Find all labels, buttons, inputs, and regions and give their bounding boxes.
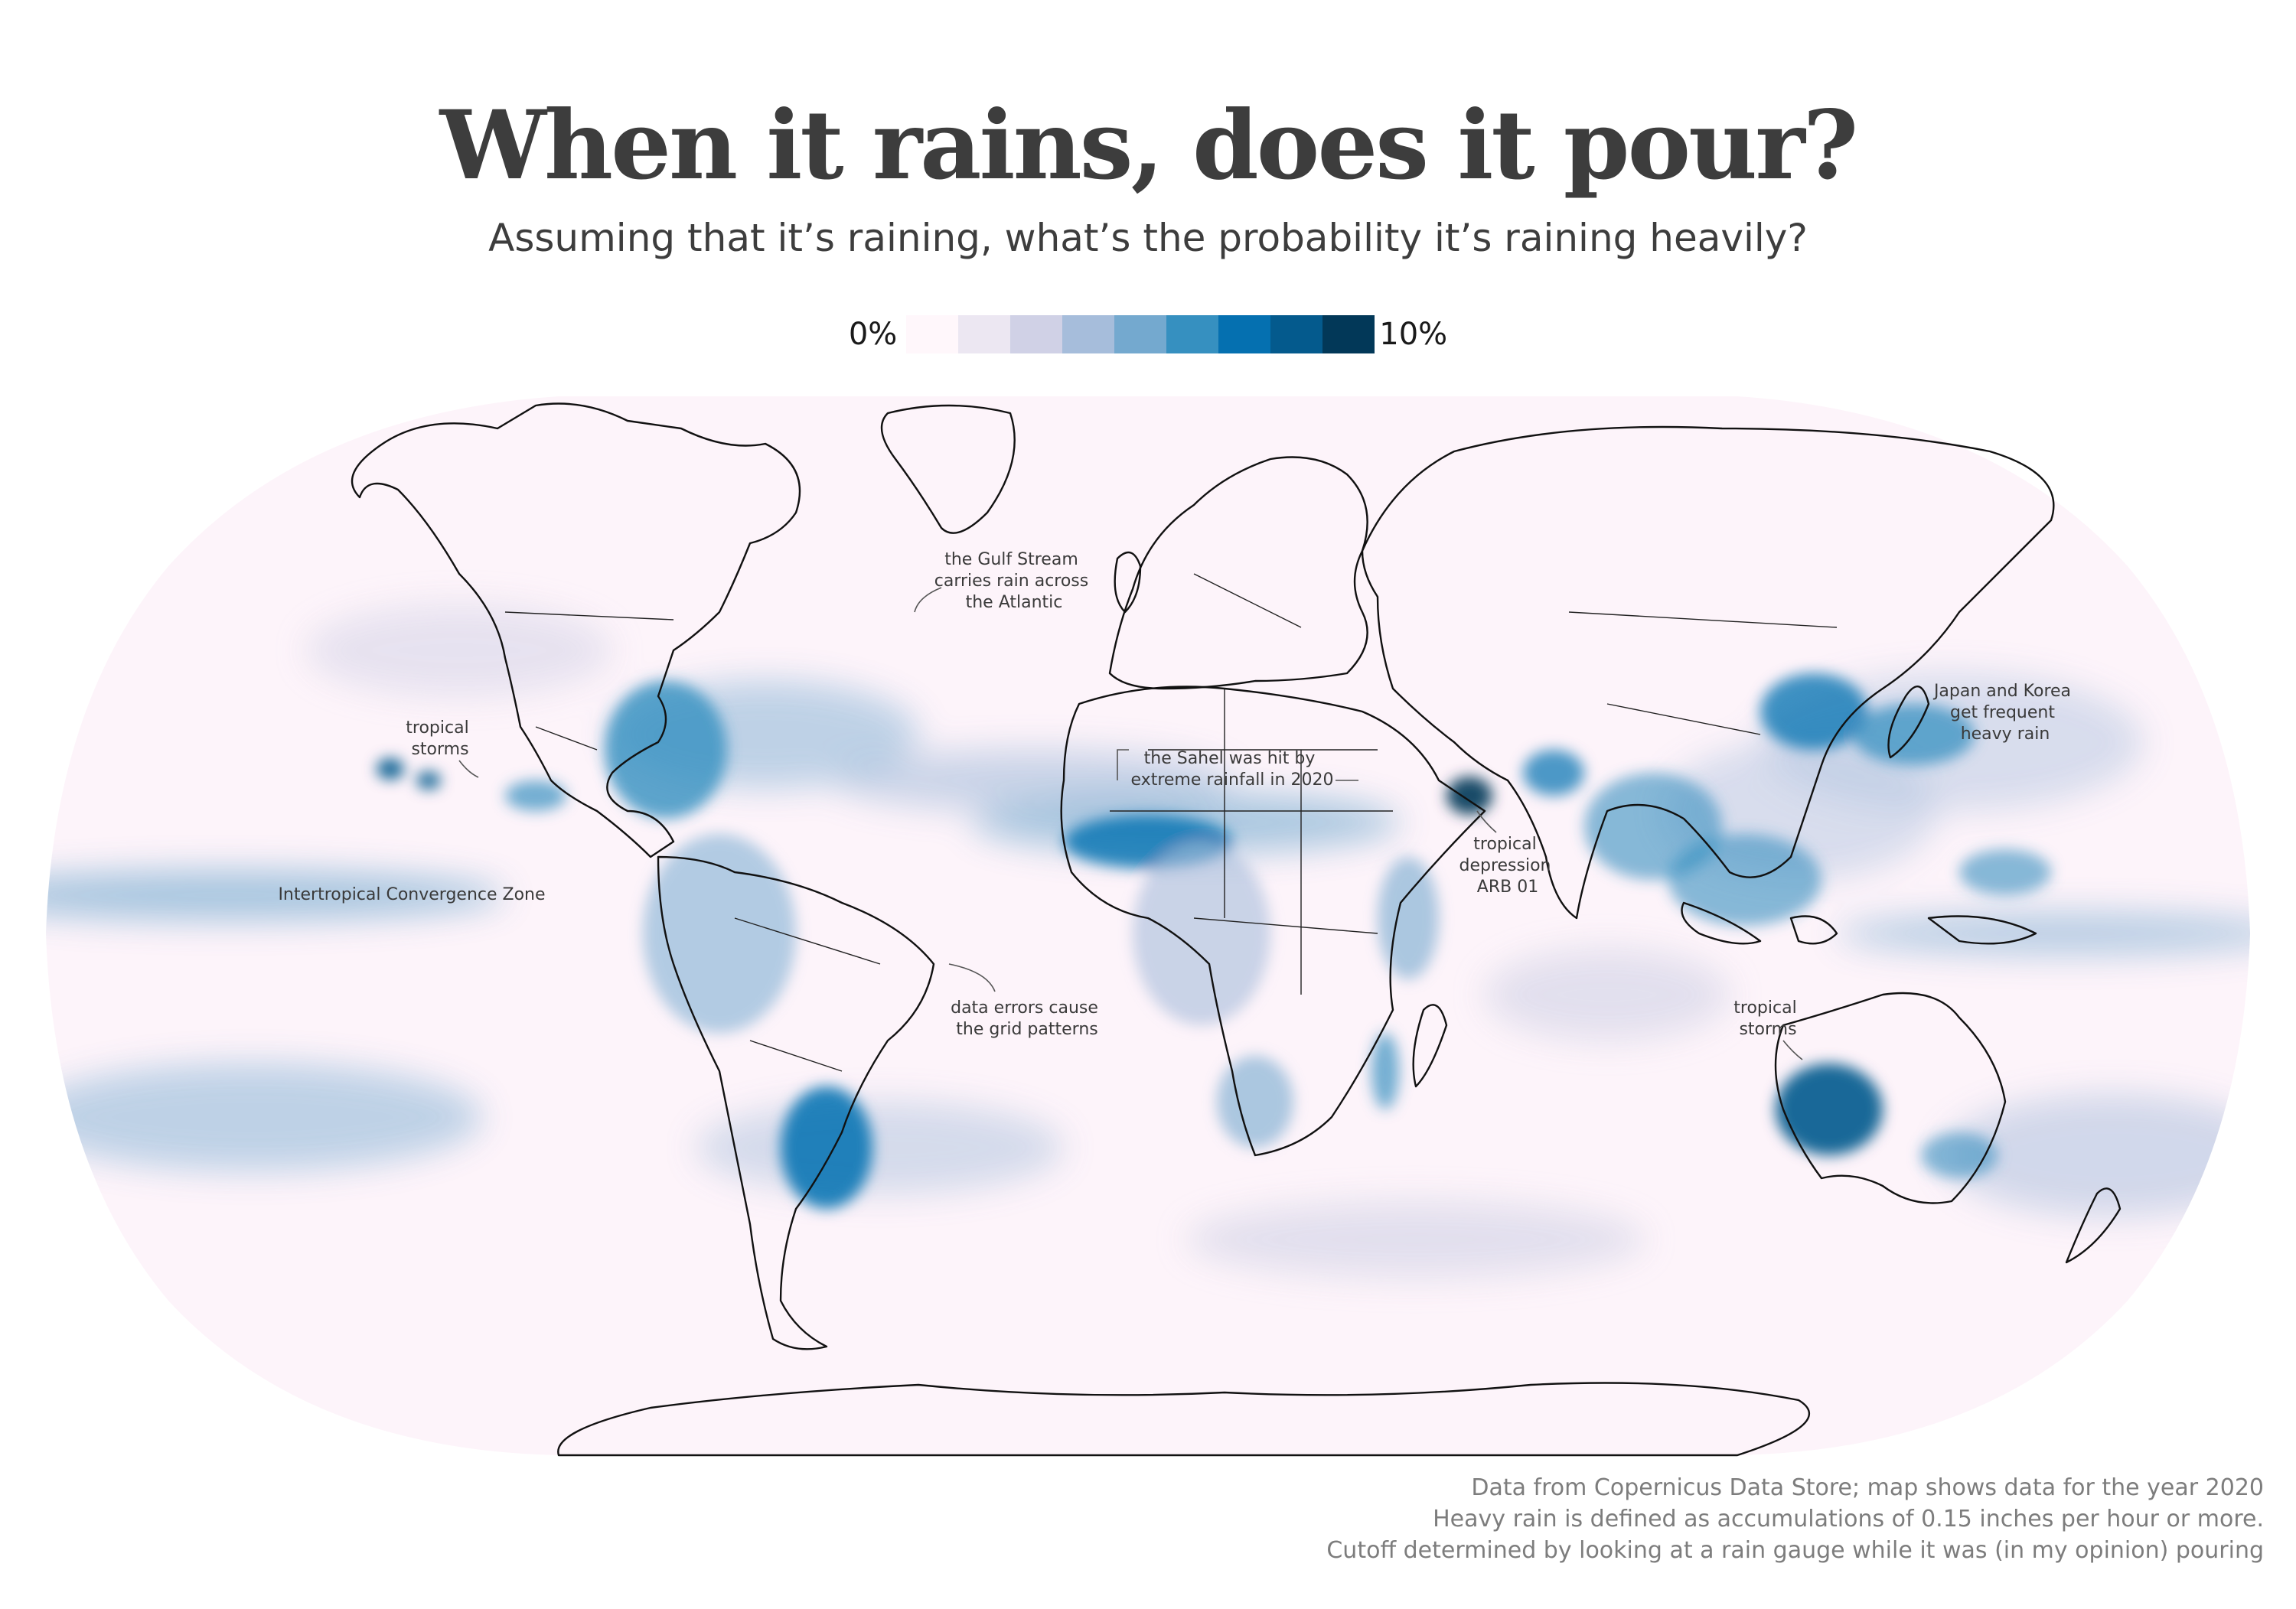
map-annotations: the Gulf Stream carries rain across the … xyxy=(278,550,2076,1060)
sahel-line-1: the Sahel was hit by xyxy=(1144,749,1316,768)
legend-min-label: 0% xyxy=(848,317,898,352)
legend-swatch-2 xyxy=(1010,315,1063,353)
svg-text:Japan and Korea get: Japan and Korea get frequent heavy rain xyxy=(1932,682,2076,744)
legend-swatch-7 xyxy=(1270,315,1323,353)
japan-korea-line-1: Japan and Korea xyxy=(1932,682,2071,701)
legend-swatch-4 xyxy=(1114,315,1167,353)
arb01-line-3: ARB 01 xyxy=(1477,878,1538,897)
svg-text:tropical storms: tropical storms xyxy=(1733,998,1802,1039)
source-note-line-3: Cutoff determined by looking at a rain g… xyxy=(1326,1537,2264,1564)
coastlines xyxy=(351,402,2122,1457)
legend-swatch-0 xyxy=(906,315,959,353)
source-notes: Data from Copernicus Data Store; map sho… xyxy=(1326,1472,2264,1566)
annotation-arb01: tropical depression ARB 01 xyxy=(1459,810,1556,897)
svg-text:the Gulf Stream carr: the Gulf Stream carries rain across the … xyxy=(934,550,1094,612)
color-legend: 0% 10% xyxy=(0,315,2296,353)
tropical-storms-australia-line-2: storms xyxy=(1739,1020,1796,1039)
svg-text:data errors cause th: data errors cause the grid patterns xyxy=(951,998,1104,1039)
japan-korea-line-3: heavy rain xyxy=(1961,725,2050,744)
annotation-grid-errors: data errors cause the grid patterns xyxy=(948,963,1104,1039)
sahel-line-2: extreme rainfall in 2020 xyxy=(1131,770,1334,790)
world-map: the Gulf Stream carries rain across the … xyxy=(0,383,2296,1469)
annotation-itcz: Intertropical Convergence Zone xyxy=(278,885,545,904)
gulf-stream-line-2: carries rain across xyxy=(934,572,1088,591)
map-subtitle: Assuming that it’s raining, what’s the p… xyxy=(488,216,1808,260)
legend-swatch-1 xyxy=(958,315,1011,353)
gulf-stream-line-1: the Gulf Stream xyxy=(944,550,1078,569)
tropical-storms-pacific-line-1: tropical xyxy=(406,718,468,738)
grid-errors-line-2: the grid patterns xyxy=(956,1020,1097,1039)
itcz-line-1: Intertropical Convergence Zone xyxy=(278,885,545,904)
svg-text:tropical storms: tropical storms xyxy=(406,718,474,759)
annotation-japan-korea: Japan and Korea get frequent heavy rain xyxy=(1932,682,2076,744)
japan-korea-line-2: get frequent xyxy=(1950,703,2055,722)
grid-errors-line-1: data errors cause xyxy=(951,998,1098,1018)
annotation-sahel: the Sahel was hit by extreme rainfall in… xyxy=(1117,749,1358,790)
source-note-line-2: Heavy rain is defined as accumulations o… xyxy=(1433,1506,2264,1532)
svg-text:the Sahel was hit by: the Sahel was hit by extreme rainfall in… xyxy=(1131,749,1334,790)
arb01-line-2: depression xyxy=(1459,856,1551,875)
annotation-tropical-storms-australia: tropical storms xyxy=(1733,998,1803,1060)
tropical-storms-pacific-line-2: storms xyxy=(411,740,468,759)
map-title: When it rains, does it pour? xyxy=(439,90,1859,201)
source-note-line-1: Data from Copernicus Data Store; map sho… xyxy=(1471,1474,2264,1501)
legend-max-label: 10% xyxy=(1379,317,1448,352)
tropical-storms-australia-line-1: tropical xyxy=(1733,998,1796,1018)
svg-text:Intertropical Convergence Zone: Intertropical Convergence Zone xyxy=(278,885,545,904)
legend-swatch-6 xyxy=(1218,315,1271,353)
gulf-stream-line-3: the Atlantic xyxy=(966,593,1063,612)
legend-swatch-5 xyxy=(1166,315,1219,353)
rain-intensity-layer xyxy=(46,604,2250,1278)
svg-text:tropical depression: tropical depression ARB 01 xyxy=(1459,835,1556,897)
legend-color-ramp xyxy=(906,315,1375,353)
annotation-tropical-storms-pacific: tropical storms xyxy=(406,718,479,778)
arb01-line-1: tropical xyxy=(1473,835,1536,854)
legend-swatch-8 xyxy=(1322,315,1375,353)
country-borders xyxy=(504,573,1838,1072)
annotation-gulf-stream: the Gulf Stream carries rain across the … xyxy=(914,550,1094,613)
legend-swatch-3 xyxy=(1062,315,1115,353)
